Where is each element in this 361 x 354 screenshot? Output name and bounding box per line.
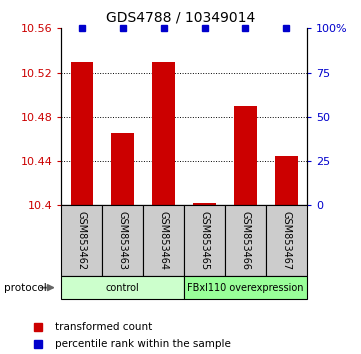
Bar xyxy=(152,62,175,205)
Text: protocol: protocol xyxy=(4,282,46,293)
Bar xyxy=(61,276,184,299)
Text: GSM853467: GSM853467 xyxy=(281,211,291,270)
Text: percentile rank within the sample: percentile rank within the sample xyxy=(55,339,230,349)
Bar xyxy=(234,106,257,205)
Text: GSM853466: GSM853466 xyxy=(240,211,251,270)
Text: GSM853465: GSM853465 xyxy=(200,211,210,270)
Bar xyxy=(184,276,307,299)
Text: control: control xyxy=(106,282,140,293)
Bar xyxy=(112,133,134,205)
Bar xyxy=(184,205,225,276)
Text: GSM853462: GSM853462 xyxy=(77,211,87,270)
Bar xyxy=(61,205,102,276)
Bar xyxy=(193,203,216,205)
Bar xyxy=(143,205,184,276)
Text: GDS4788 / 10349014: GDS4788 / 10349014 xyxy=(106,11,255,25)
Text: GSM853464: GSM853464 xyxy=(158,211,169,270)
Text: FBxl110 overexpression: FBxl110 overexpression xyxy=(187,282,304,293)
Text: GSM853463: GSM853463 xyxy=(118,211,128,270)
Text: transformed count: transformed count xyxy=(55,322,152,332)
Bar xyxy=(71,62,93,205)
Bar xyxy=(266,205,307,276)
Bar xyxy=(225,205,266,276)
Bar xyxy=(275,155,297,205)
Bar xyxy=(102,205,143,276)
